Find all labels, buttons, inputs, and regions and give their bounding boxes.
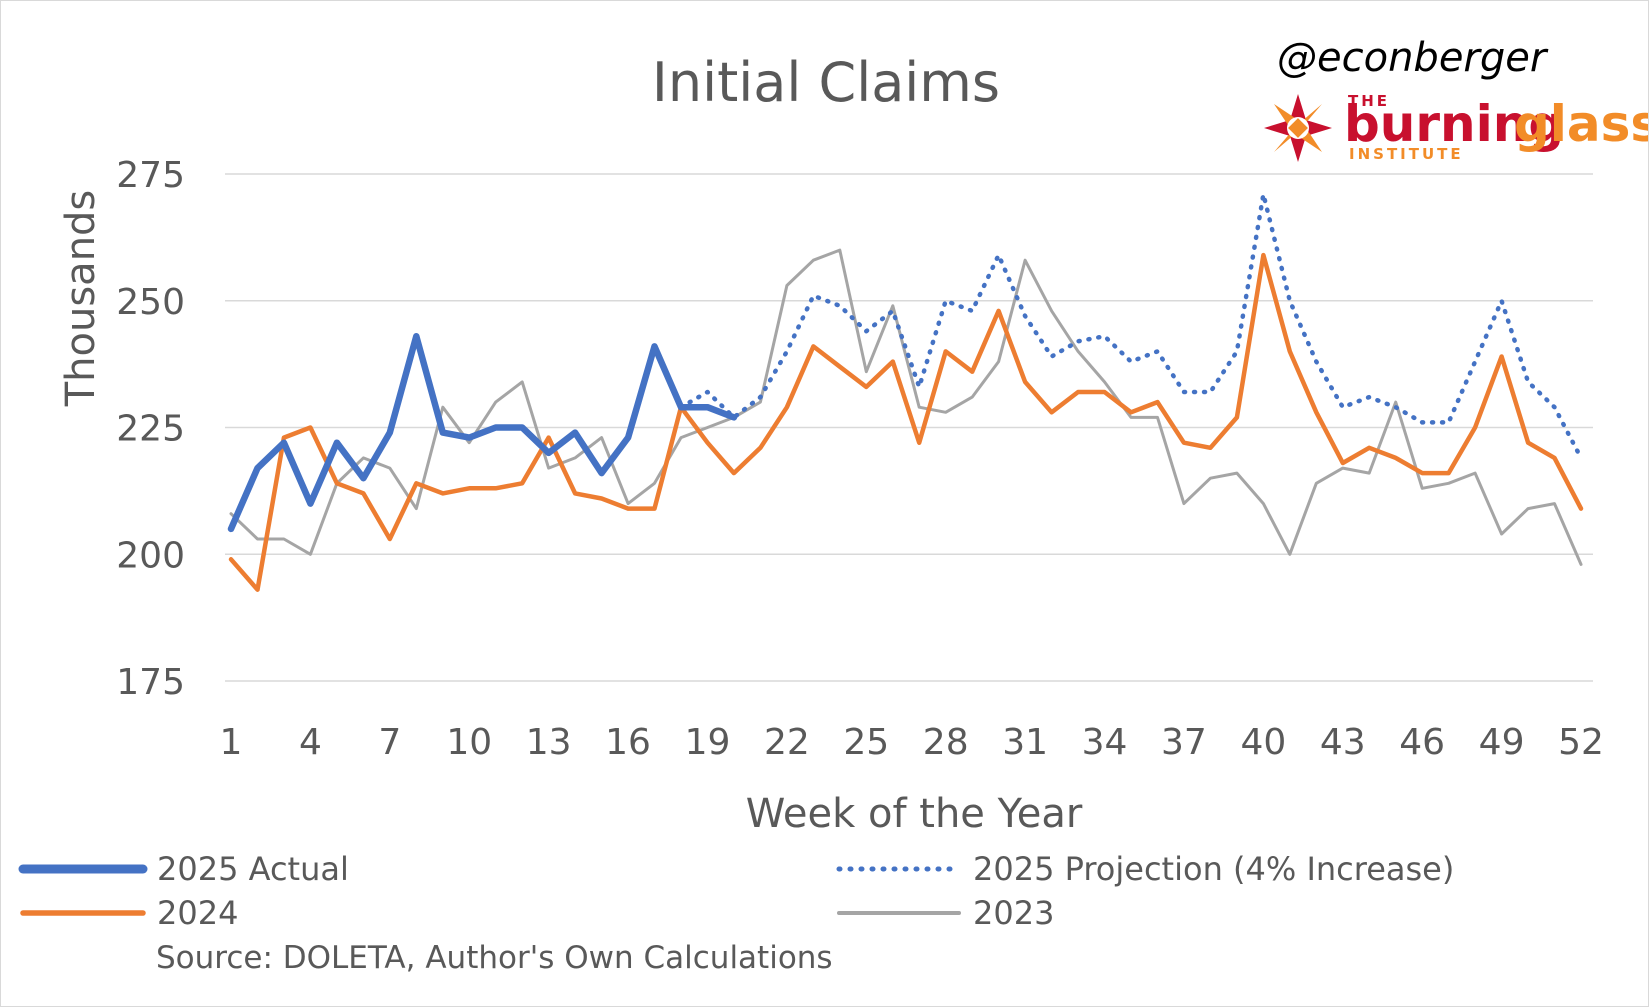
x-tick-label: 16 <box>605 722 651 763</box>
y-tick-label: 200 <box>116 535 185 576</box>
y-axis-ticks: 175 200 225 250 275 <box>116 155 185 703</box>
y-tick-label: 275 <box>116 155 185 196</box>
burning-glass-logo-mark <box>1264 94 1332 162</box>
gridlines <box>225 173 1593 682</box>
x-tick-label: 31 <box>1002 722 1048 763</box>
x-tick-label: 25 <box>843 722 889 763</box>
x-axis-ticks: 1 4 7 10 13 16 19 22 25 28 31 34 37 40 43 46 49 52 <box>220 722 1604 763</box>
x-tick-label: 22 <box>764 722 810 763</box>
series-line-2023 <box>229 248 1583 566</box>
burning-glass-logo: THE burning glass INSTITUTE <box>1264 92 1649 163</box>
x-axis-title: Week of the Year <box>746 791 1083 837</box>
legend-label: 2025 Projection (4% Increase) <box>973 850 1454 888</box>
x-tick-label: 19 <box>685 722 731 763</box>
source-annotation: Source: DOLETA, Author's Own Calculation… <box>156 940 833 976</box>
y-axis-title: Thousands <box>58 190 104 408</box>
x-tick-label: 43 <box>1320 722 1366 763</box>
series-line-2025-projection-4-increase <box>678 192 1584 461</box>
x-tick-label: 46 <box>1399 722 1445 763</box>
logo-top-text: THE <box>1348 92 1390 110</box>
legend: 2025 Actual 2025 Projection (4% Increase)… <box>18 850 1454 932</box>
logo-word-glass: glass <box>1514 95 1649 153</box>
series-line-2024 <box>228 252 1584 592</box>
legend-label: 2025 Actual <box>157 850 349 888</box>
x-tick-label: 4 <box>299 722 322 763</box>
x-tick-label: 1 <box>220 722 243 763</box>
author-handle: @econberger <box>1277 35 1549 81</box>
legend-label: 2024 <box>157 894 238 932</box>
y-tick-label: 225 <box>116 409 185 450</box>
x-tick-label: 34 <box>1082 722 1128 763</box>
x-tick-label: 40 <box>1240 722 1286 763</box>
x-tick-label: 52 <box>1558 722 1604 763</box>
series-lines <box>227 192 1584 592</box>
logo-bottom-text: INSTITUTE <box>1349 145 1464 163</box>
x-tick-label: 28 <box>923 722 969 763</box>
chart-title: Initial Claims <box>652 51 1000 114</box>
x-tick-label: 13 <box>526 722 572 763</box>
y-tick-label: 250 <box>116 282 185 323</box>
x-tick-label: 37 <box>1161 722 1207 763</box>
legend-label: 2023 <box>973 894 1054 932</box>
series-line-2025-actual <box>227 332 738 533</box>
logo-word-burning: burning <box>1344 95 1564 153</box>
x-tick-label: 10 <box>446 722 492 763</box>
x-tick-label: 49 <box>1479 722 1525 763</box>
y-tick-label: 175 <box>116 662 185 703</box>
x-tick-label: 7 <box>378 722 401 763</box>
